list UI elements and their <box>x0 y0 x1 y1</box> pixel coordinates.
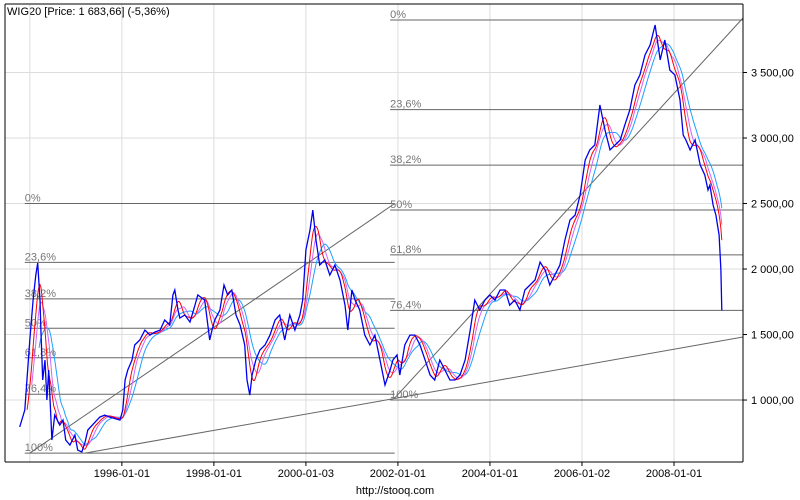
x-tick-label: 2008-01-01 <box>646 468 702 480</box>
ma-short-line <box>26 34 723 450</box>
trend-line <box>84 336 744 454</box>
ma-mid-line <box>31 39 723 446</box>
fib-level-label: 50% <box>390 199 412 211</box>
trend-line <box>394 17 744 399</box>
x-tick-label: 2004-01-01 <box>462 468 518 480</box>
y-tick-label: 2 000,00 <box>751 264 794 276</box>
y-tick-label: 1 000,00 <box>751 395 794 407</box>
y-tick-label: 3 500,00 <box>751 68 794 80</box>
fib-level-label: 38,2% <box>25 288 56 300</box>
y-tick-label: 2 500,00 <box>751 199 794 211</box>
source-link[interactable]: http://stooq.com <box>355 485 435 497</box>
fib-level-label: 38,2% <box>390 154 421 166</box>
y-tick-label: 1 500,00 <box>751 330 794 342</box>
fib-level-label: 23,6% <box>390 99 421 111</box>
price-line <box>19 24 723 453</box>
fib-level-label: 0% <box>390 9 406 21</box>
fib-level-label: 23,6% <box>25 251 56 263</box>
x-tick-label: 1996-01-01 <box>94 468 150 480</box>
fib-level-label: 0% <box>25 193 41 205</box>
fib-level-label: 100% <box>25 442 53 454</box>
x-tick-label: 2006-01-02 <box>554 468 610 480</box>
fib-level-label: 76,4% <box>390 299 421 311</box>
fib-level-label: 61,8% <box>390 244 421 256</box>
chart-title: WIG20 [Price: 1 683,66] (-5,36%) <box>7 6 173 20</box>
ma-long-line <box>38 43 723 445</box>
x-tick-label: 2000-01-03 <box>278 468 334 480</box>
y-tick-label: 3 000,00 <box>751 133 794 145</box>
x-tick-label: 2002-01-01 <box>370 468 426 480</box>
x-tick-label: 1998-01-01 <box>186 468 242 480</box>
